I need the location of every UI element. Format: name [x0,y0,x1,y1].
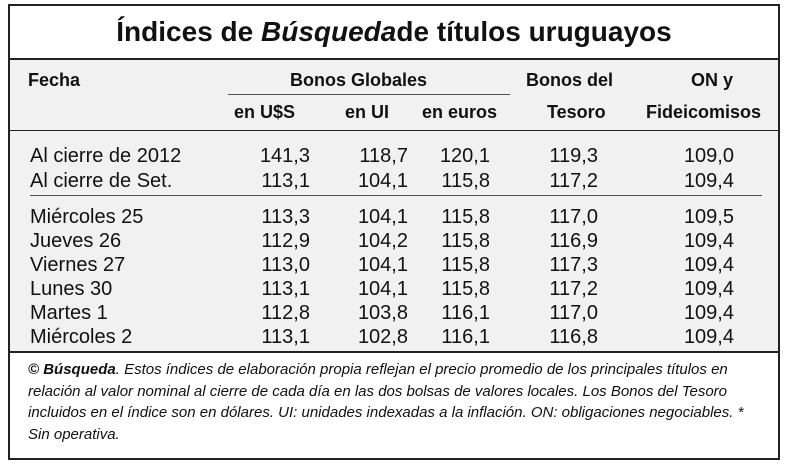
table-row: Miércoles 2 113,1 102,8 116,1 116,8 109,4 [10,326,778,350]
table-row: Miércoles 25 113,3 104,1 115,8 117,0 109,5 [10,206,778,230]
header-on-line2: Fideicomisos [646,102,762,122]
footnote-source: © Búsqueda [28,361,116,378]
table-row: Al cierre de Set. 113,1 104,1 115,8 117,2 109… [10,170,778,194]
header-euros: en euros [422,102,498,122]
cell-usd: 113,1 [261,170,310,192]
cell-tesoro: 117,2 [549,170,598,192]
table-row: Al cierre de 2012 141,3 118,7 120,1 119,3 109… [10,145,778,169]
cell-on: 109,4 [683,254,734,276]
cell-on: 109,5 [683,206,734,228]
cell-ui: 118,7 [359,145,408,167]
cell-euros: 116,1 [441,326,490,348]
title-after: de títulos uruguayos [396,16,672,47]
header-bonos-globales: Bonos Globales [290,70,428,90]
row-label: Jueves 26 [30,230,122,252]
page-title: Índices de Búsqueda de títulos uruguayos [10,6,778,60]
row-label: Miércoles 2 [30,326,133,348]
cell-euros: 115,8 [441,170,490,192]
cell-on: 109,4 [683,278,734,300]
cell-ui: 104,1 [357,206,408,228]
header-tesoro-line1: Bonos del [526,70,614,90]
cell-tesoro: 117,0 [549,206,598,228]
table-row: Lunes 30 113,1 104,1 115,8 117,2 109,4 [10,278,778,302]
section-divider [30,195,762,196]
row-label: Viernes 27 [30,254,126,276]
cell-euros: 116,1 [441,302,490,324]
row-label: Al cierre de 2012 [30,145,182,167]
cell-ui: 104,2 [357,230,408,252]
cell-ui: 102,8 [357,326,408,348]
cell-tesoro: 116,8 [549,326,598,348]
header-on-line1: ON y [691,70,734,90]
footnote: © Búsqueda. Estos índices de elaboración… [10,351,778,458]
cell-usd: 113,1 [261,326,310,348]
table-row: Martes 1 112,8 103,8 116,1 117,0 109,4 [10,302,778,326]
indices-table: Fecha Bonos Globales en U$S en UI en eur… [10,60,778,351]
header-tesoro-line2: Tesoro [547,102,606,122]
cell-on: 109,4 [683,230,734,252]
cell-ui: 104,1 [357,254,408,276]
row-label: Lunes 30 [30,278,113,300]
table-row: Viernes 27 113,0 104,1 115,8 117,3 109,4 [10,254,778,278]
row-label: Martes 1 [30,302,108,324]
cell-usd: 113,3 [261,206,310,228]
cell-on: 109,0 [683,145,734,167]
cell-ui: 104,1 [357,278,408,300]
cell-tesoro: 119,3 [549,145,598,167]
row-label: Miércoles 25 [30,206,144,228]
footnote-text: . Estos índices de elaboración propia re… [28,361,744,443]
cell-tesoro: 117,0 [549,302,598,324]
cell-euros: 115,8 [441,278,490,300]
header-usd: en U$S [234,102,296,122]
table-row: Jueves 26 112,9 104,2 115,8 116,9 109,4 [10,230,778,254]
cell-euros: 120,1 [439,145,490,167]
cell-on: 109,4 [683,326,734,348]
cell-euros: 115,8 [441,206,490,228]
header-fecha: Fecha [28,70,81,90]
cell-usd: 112,9 [261,230,310,252]
title-emphasis: Búsqueda [261,16,397,47]
table-frame: Índices de Búsqueda de títulos uruguayos… [8,4,780,460]
header-group-rule [228,94,510,95]
cell-on: 109,4 [683,170,734,192]
header-rule [10,130,778,131]
cell-tesoro: 117,2 [549,278,598,300]
cell-usd: 113,0 [261,254,310,276]
cell-tesoro: 116,9 [549,230,598,252]
cell-euros: 115,8 [441,254,490,276]
row-label: Al cierre de Set. [30,170,173,192]
cell-tesoro: 117,3 [549,254,598,276]
cell-ui: 103,8 [357,302,408,324]
header-ui: en UI [345,102,390,122]
cell-on: 109,4 [683,302,734,324]
cell-usd: 113,1 [261,278,310,300]
cell-euros: 115,8 [441,230,490,252]
cell-usd: 141,3 [259,145,310,167]
title-before: Índices de [116,16,254,47]
cell-usd: 112,8 [261,302,310,324]
cell-ui: 104,1 [357,170,408,192]
